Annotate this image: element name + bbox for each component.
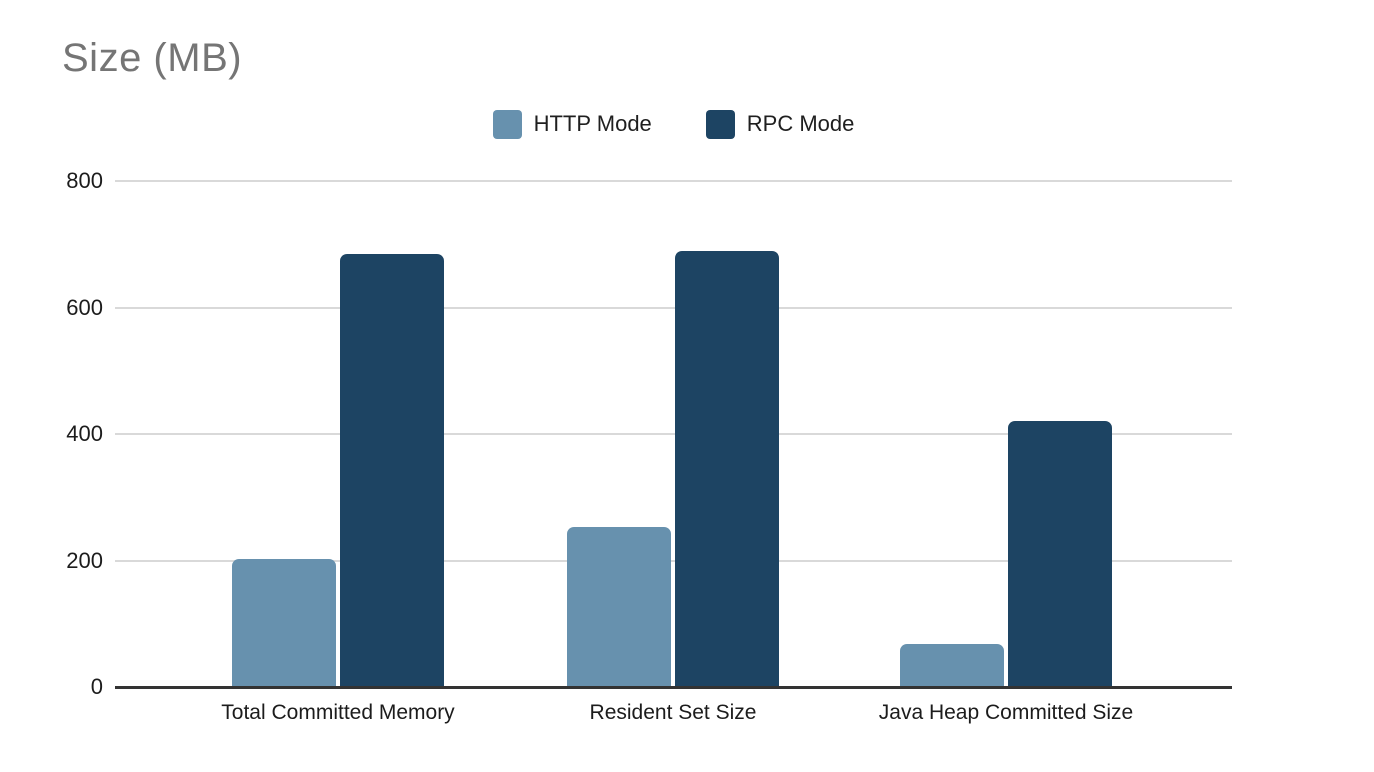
y-tick-label-400: 400 — [66, 421, 103, 446]
legend-item-1: RPC Mode — [705, 109, 855, 139]
bar-rpc-mode-0 — [340, 253, 444, 687]
bar-rpc-mode-2 — [1008, 421, 1112, 687]
plot-area — [115, 180, 1232, 689]
legend-swatch-icon — [492, 109, 522, 139]
y-tick-label-800: 800 — [66, 168, 103, 193]
y-tick-label-200: 200 — [66, 547, 103, 573]
gridline-200 — [115, 559, 1232, 562]
bar-http-mode-2 — [900, 644, 1004, 687]
gridline-800 — [115, 180, 1232, 182]
bar-rpc-mode-1 — [675, 250, 779, 687]
bar-http-mode-0 — [232, 559, 336, 687]
legend-label: HTTP Mode — [533, 111, 652, 136]
legend-swatch-icon — [705, 109, 735, 139]
bar-http-mode-1 — [567, 526, 671, 687]
legend-label: RPC Mode — [746, 111, 855, 136]
x-category-label-0: Total Committed Memory — [221, 701, 455, 724]
gridline-400 — [115, 433, 1232, 435]
y-tick-label-0: 0 — [90, 674, 103, 699]
legend-item-0: HTTP Mode — [492, 109, 652, 139]
gridline-600 — [115, 306, 1232, 309]
chart-title: Size (MB) — [62, 36, 243, 80]
x-category-label-1: Resident Set Size — [589, 701, 757, 724]
x-axis-baseline — [115, 686, 1232, 689]
y-tick-label-600: 600 — [66, 294, 103, 320]
x-category-label-2: Java Heap Committed Size — [878, 701, 1134, 724]
chart-legend: HTTP Mode RPC Mode — [115, 108, 1232, 140]
